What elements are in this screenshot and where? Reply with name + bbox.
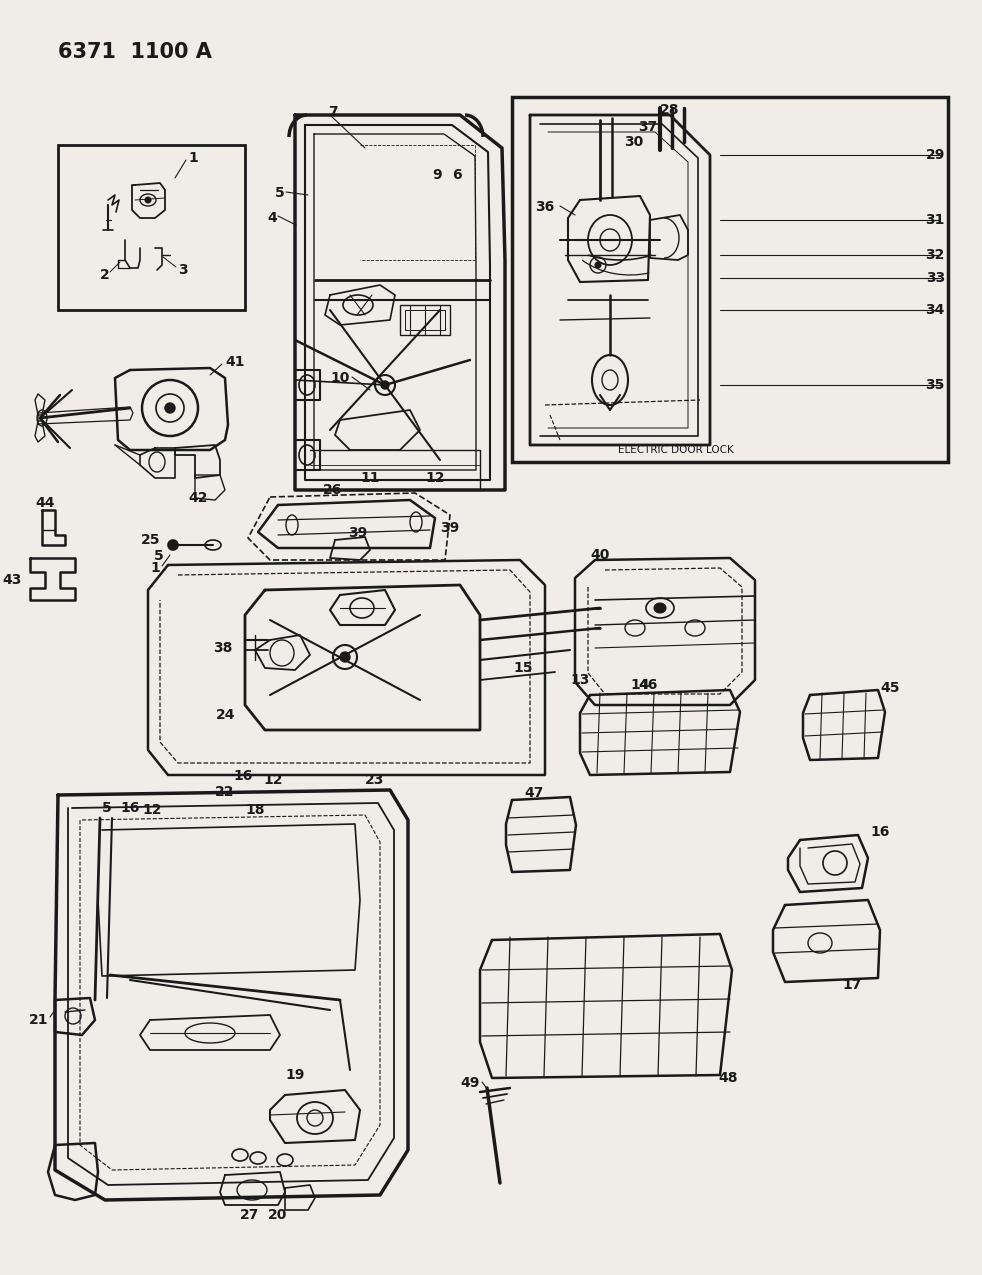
Text: 16: 16 (870, 825, 890, 839)
Text: 39: 39 (349, 527, 367, 541)
Text: 17: 17 (843, 978, 861, 992)
Text: 40: 40 (590, 548, 610, 562)
Text: 9: 9 (432, 168, 442, 182)
Text: 12: 12 (142, 803, 162, 817)
Text: 23: 23 (365, 773, 385, 787)
Text: 16: 16 (121, 801, 139, 815)
Ellipse shape (595, 261, 601, 268)
Text: 42: 42 (189, 491, 208, 505)
Text: 35: 35 (926, 377, 945, 391)
Text: 22: 22 (215, 785, 235, 799)
Text: 28: 28 (660, 103, 680, 117)
Text: 31: 31 (926, 213, 945, 227)
Text: 6371  1100 A: 6371 1100 A (58, 42, 212, 62)
Text: 26: 26 (323, 483, 343, 497)
Text: 20: 20 (268, 1207, 288, 1221)
Bar (58, 145, 245, 310)
Text: 5: 5 (275, 186, 285, 200)
Text: 7: 7 (328, 105, 338, 119)
Bar (400, 305, 450, 335)
Bar (512, 97, 948, 462)
Text: 12: 12 (425, 470, 445, 484)
Text: 12: 12 (263, 773, 283, 787)
Text: 29: 29 (926, 148, 945, 162)
Text: 3: 3 (178, 263, 188, 277)
Text: 48: 48 (718, 1071, 737, 1085)
Text: 32: 32 (926, 249, 945, 261)
Text: 5: 5 (154, 550, 164, 564)
Text: 1: 1 (188, 150, 197, 164)
Text: 36: 36 (535, 200, 554, 214)
Text: 30: 30 (625, 135, 643, 149)
Ellipse shape (165, 403, 175, 413)
Text: 27: 27 (241, 1207, 259, 1221)
Text: 5: 5 (102, 801, 112, 815)
Ellipse shape (381, 381, 389, 389)
Text: 37: 37 (638, 120, 658, 134)
Text: 39: 39 (440, 521, 460, 536)
Text: 14: 14 (630, 678, 650, 692)
Text: 11: 11 (360, 470, 380, 484)
Text: 46: 46 (638, 678, 658, 692)
Ellipse shape (340, 652, 350, 662)
Text: 38: 38 (214, 641, 233, 655)
Text: 19: 19 (286, 1068, 304, 1082)
Text: 4: 4 (267, 210, 277, 224)
Text: 1: 1 (150, 561, 160, 575)
Text: 18: 18 (246, 803, 265, 817)
Text: 2: 2 (100, 268, 110, 282)
Ellipse shape (145, 198, 151, 203)
Ellipse shape (168, 541, 178, 550)
Text: 44: 44 (35, 496, 54, 510)
Text: 13: 13 (571, 673, 590, 687)
Text: 24: 24 (215, 708, 235, 722)
Text: 41: 41 (225, 354, 245, 368)
Bar (405, 310, 445, 330)
Text: 47: 47 (524, 785, 544, 799)
Text: 34: 34 (926, 303, 945, 317)
Text: 43: 43 (3, 572, 22, 586)
Ellipse shape (654, 603, 666, 613)
Text: 16: 16 (234, 769, 253, 783)
Text: 6: 6 (452, 168, 462, 182)
Text: 21: 21 (28, 1014, 48, 1026)
Text: 45: 45 (880, 681, 900, 695)
Text: 25: 25 (140, 533, 160, 547)
Text: 33: 33 (926, 272, 945, 286)
Text: 15: 15 (514, 660, 533, 674)
Text: 49: 49 (461, 1076, 480, 1090)
Text: 10: 10 (331, 371, 350, 385)
Text: ELECTRIC DOOR LOCK: ELECTRIC DOOR LOCK (618, 445, 734, 455)
